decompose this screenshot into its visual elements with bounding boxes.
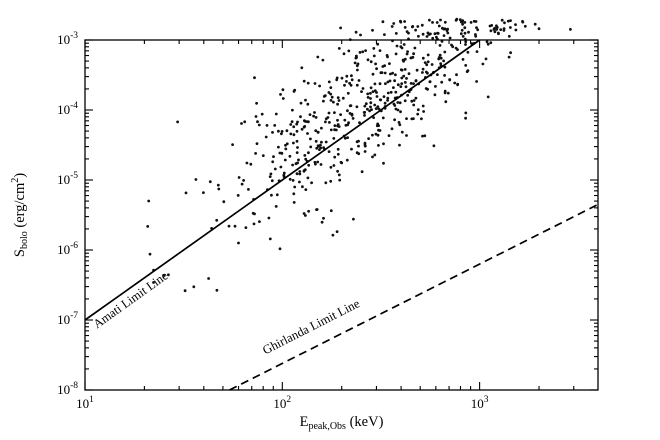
y-axis-title: Sbolo (erg/cm2)	[10, 173, 30, 257]
ghirlanda-limit-line	[229, 203, 599, 391]
svg-text:10-6: 10-6	[57, 241, 78, 257]
svg-text:103: 103	[471, 395, 489, 411]
svg-text:10-7: 10-7	[57, 311, 78, 327]
svg-text:10-4: 10-4	[57, 101, 78, 117]
svg-text:10-8: 10-8	[57, 381, 78, 397]
svg-text:102: 102	[273, 395, 291, 411]
y-axis-ticks	[85, 39, 598, 391]
x-axis-title: Epeak,Obs (keV)	[300, 414, 384, 432]
x-tick-labels: 101 102 103	[76, 395, 489, 411]
svg-text:101: 101	[76, 395, 94, 411]
svg-text:10-5: 10-5	[57, 171, 78, 187]
y-tick-labels: 10-8 10-7 10-6 10-5 10-4 10-3	[57, 31, 78, 397]
amati-limit-line	[84, 39, 481, 321]
svg-text:10-3: 10-3	[57, 31, 78, 47]
x-axis-ticks	[84, 40, 575, 390]
